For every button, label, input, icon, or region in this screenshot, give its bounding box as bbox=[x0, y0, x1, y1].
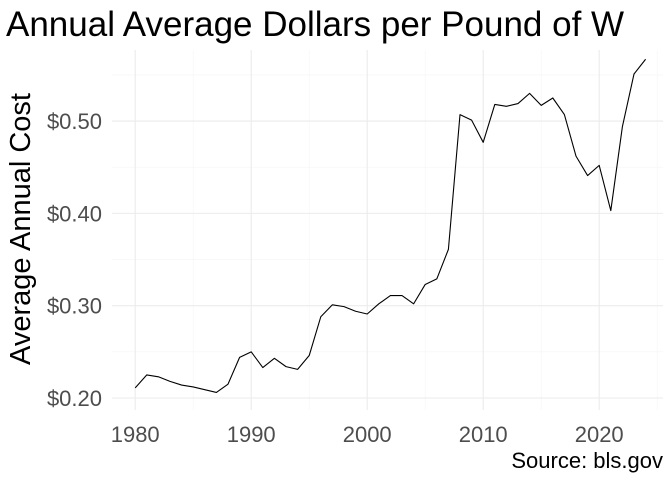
y-axis-tick-labels: $0.20 $0.30 $0.40 $0.50 bbox=[47, 109, 102, 411]
y-tick-label: $0.50 bbox=[47, 109, 102, 134]
x-tick-label: 2010 bbox=[459, 422, 508, 447]
major-gridlines-y bbox=[112, 120, 663, 399]
x-axis-tick-labels: 1980 1990 2000 2010 2020 bbox=[111, 422, 624, 447]
chart-caption: Source: bls.gov bbox=[511, 448, 663, 473]
series-line bbox=[134, 58, 647, 394]
y-axis-title: Average Annual Cost bbox=[5, 93, 37, 365]
x-tick-label: 1980 bbox=[111, 422, 160, 447]
series-layer bbox=[134, 58, 647, 394]
x-tick-label: 2000 bbox=[343, 422, 392, 447]
x-tick-label: 2020 bbox=[575, 422, 624, 447]
x-tick-label: 1990 bbox=[227, 422, 276, 447]
y-tick-label: $0.40 bbox=[47, 201, 102, 226]
y-tick-label: $0.30 bbox=[47, 294, 102, 319]
minor-gridlines-y bbox=[112, 74, 663, 353]
minor-gridlines-x bbox=[192, 50, 658, 410]
major-gridlines-x bbox=[134, 50, 600, 410]
chart-title: Annual Average Dollars per Pound of W bbox=[6, 5, 624, 44]
y-tick-label: $0.20 bbox=[47, 386, 102, 411]
